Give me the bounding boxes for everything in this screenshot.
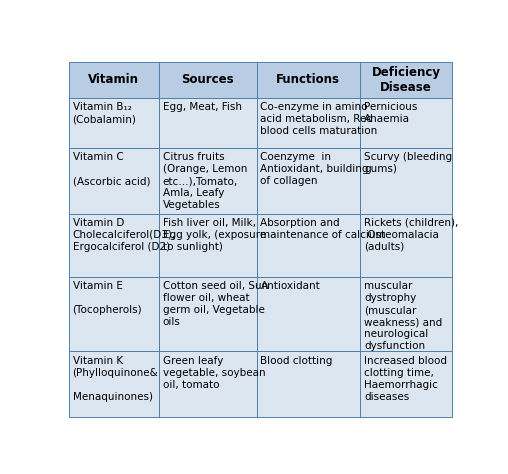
Bar <box>69 351 158 417</box>
Text: Egg, Meat, Fish: Egg, Meat, Fish <box>163 102 242 112</box>
Bar <box>257 351 360 417</box>
Bar <box>158 277 257 351</box>
Text: Increased blood
clotting time,
Haemorrhagic
diseases: Increased blood clotting time, Haemorrha… <box>364 356 447 402</box>
Bar <box>158 351 257 417</box>
Text: Scurvy (bleeding
gums): Scurvy (bleeding gums) <box>364 152 452 174</box>
Text: Green leafy
vegetable, soybean
oil, tomato: Green leafy vegetable, soybean oil, toma… <box>163 356 265 390</box>
Bar <box>158 98 257 148</box>
Bar <box>69 277 158 351</box>
Text: Sources: Sources <box>181 73 234 86</box>
Text: Pernicious
Anaemia: Pernicious Anaemia <box>364 102 418 125</box>
Bar <box>360 62 452 98</box>
Text: Vitamin K
(Phylloquinone&

Menaquinones): Vitamin K (Phylloquinone& Menaquinones) <box>73 356 158 402</box>
Bar <box>257 98 360 148</box>
Text: Vitamin B₁₂
(Cobalamin): Vitamin B₁₂ (Cobalamin) <box>73 102 137 125</box>
Text: muscular
dystrophy
(muscular
weakness) and
neurological
dysfunction: muscular dystrophy (muscular weakness) a… <box>364 281 442 351</box>
Text: Coenzyme  in
Antioxidant, building
of collagen: Coenzyme in Antioxidant, building of col… <box>261 152 369 186</box>
Bar <box>257 277 360 351</box>
Text: Functions: Functions <box>276 73 340 86</box>
Bar <box>69 148 158 214</box>
Bar <box>69 214 158 277</box>
Text: Antioxidant: Antioxidant <box>261 281 320 291</box>
Bar <box>158 214 257 277</box>
Bar <box>257 148 360 214</box>
Bar <box>360 277 452 351</box>
Text: Vitamin E

(Tocopherols): Vitamin E (Tocopherols) <box>73 281 142 315</box>
Text: Fish liver oil, Milk,
Egg yolk, (exposure
to sunlight): Fish liver oil, Milk, Egg yolk, (exposur… <box>163 218 266 252</box>
Text: Blood clotting: Blood clotting <box>261 356 333 366</box>
Text: Cotton seed oil, Sun
flower oil, wheat
germ oil, Vegetable
oils: Cotton seed oil, Sun flower oil, wheat g… <box>163 281 268 327</box>
Bar <box>158 148 257 214</box>
Bar <box>69 98 158 148</box>
Text: Rickets (children),
 Osteomalacia
(adults): Rickets (children), Osteomalacia (adults… <box>364 218 458 252</box>
Bar <box>257 62 360 98</box>
Bar <box>69 62 158 98</box>
Bar <box>360 148 452 214</box>
Text: Absorption and
maintenance of calcium: Absorption and maintenance of calcium <box>261 218 386 240</box>
Text: Vitamin C

(Ascorbic acid): Vitamin C (Ascorbic acid) <box>73 152 150 186</box>
Bar <box>360 98 452 148</box>
Bar <box>360 351 452 417</box>
Text: Deficiency
Disease: Deficiency Disease <box>371 65 440 94</box>
Text: Vitamin: Vitamin <box>88 73 139 86</box>
Text: Vitamin D
Cholecalciferol(D3),
Ergocalciferol (D2): Vitamin D Cholecalciferol(D3), Ergocalci… <box>73 218 176 252</box>
Text: Citrus fruits
(Orange, Lemon
etc…),Tomato,
Amla, Leafy
Vegetables: Citrus fruits (Orange, Lemon etc…),Tomat… <box>163 152 247 210</box>
Bar <box>360 214 452 277</box>
Bar <box>158 62 257 98</box>
Text: Co-enzyme in amino
acid metabolism, Red
blood cells maturation: Co-enzyme in amino acid metabolism, Red … <box>261 102 378 137</box>
Bar <box>257 214 360 277</box>
